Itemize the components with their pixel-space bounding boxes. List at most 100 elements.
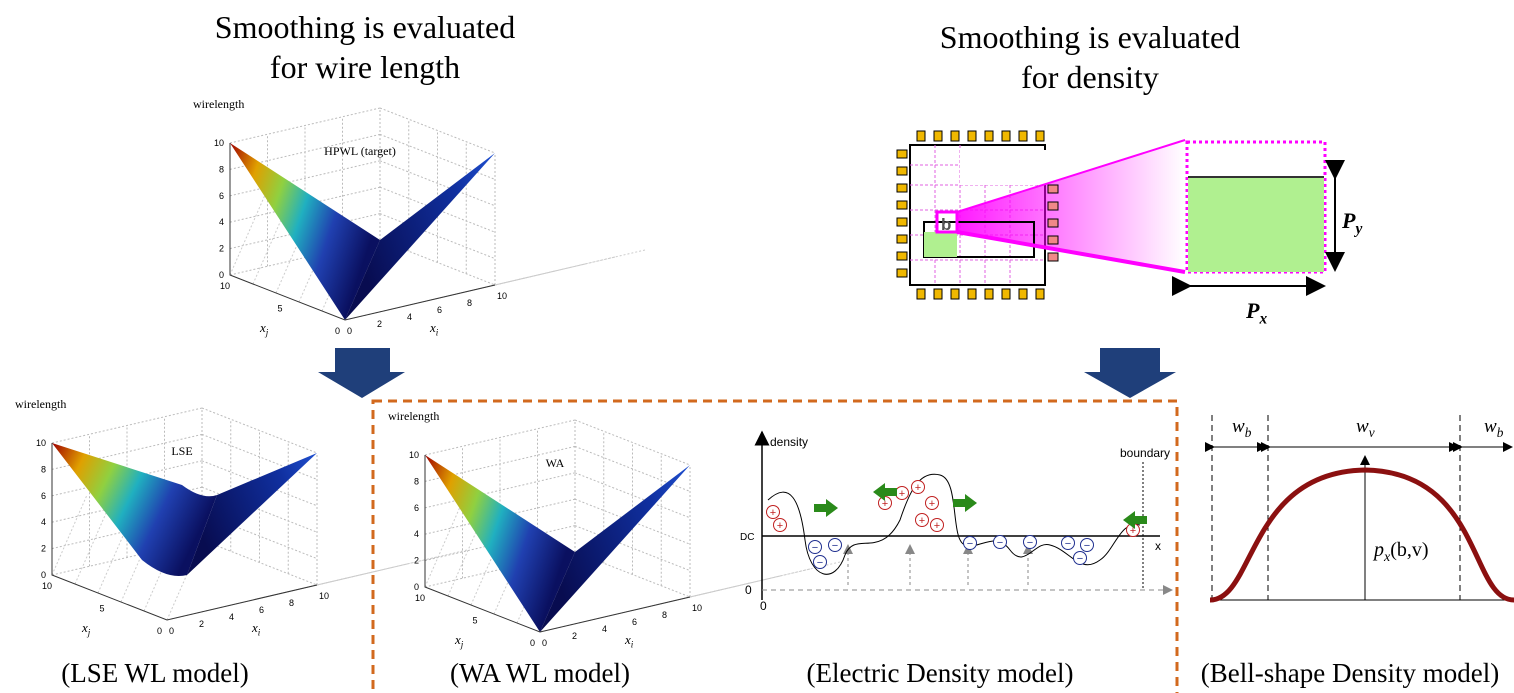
pad (1018, 130, 1028, 142)
xj-label: xj (81, 620, 91, 637)
xi-tick-label: 10 (692, 603, 702, 613)
xj-tick-label: 0 (530, 638, 535, 648)
px-label-base: P (1245, 298, 1260, 323)
z-axis-label: wirelength (388, 409, 439, 423)
xi-tick-label: 8 (289, 598, 294, 608)
potential-label-args: (b,v) (1390, 539, 1428, 561)
wall-grid (379, 213, 496, 260)
wall-grid (379, 133, 496, 180)
pad (1047, 235, 1059, 245)
wall-grid (229, 160, 381, 197)
floor-grid (51, 494, 88, 576)
xj-label: xj (259, 320, 269, 337)
positive-charge (925, 496, 939, 510)
xi-label-base: x (624, 632, 631, 647)
surface-left (52, 443, 217, 576)
pad (967, 288, 977, 300)
wall-grid (201, 407, 318, 454)
charge-sign: − (812, 542, 818, 554)
wv-label-sub: v (1369, 425, 1375, 440)
wall-grid (51, 407, 203, 444)
origin-label: 0 (745, 583, 752, 597)
wall-grid (201, 539, 318, 586)
z-tick-label: 4 (219, 217, 224, 227)
density-curve (767, 473, 1141, 575)
floor-grid (494, 249, 646, 286)
pad (896, 217, 908, 227)
origin-label: 0 (760, 599, 767, 613)
px-label-sub: x (1258, 311, 1267, 328)
charge-sign: + (919, 515, 925, 527)
bell-curve (1209, 467, 1514, 603)
xj-tick-label: 10 (220, 281, 230, 291)
y-label: density (770, 435, 808, 449)
pad (1035, 130, 1045, 142)
floor-grid (344, 239, 381, 321)
wall-grid (424, 419, 576, 456)
negative-charge (1023, 535, 1037, 549)
xi-tick-label: 0 (542, 638, 547, 648)
negative-charge (1061, 536, 1075, 550)
floor-grid (229, 194, 266, 276)
highlight-box (371, 399, 1179, 693)
negative-charge (1080, 538, 1094, 552)
xi-label-sub: i (436, 327, 439, 337)
pad (916, 288, 926, 300)
xi-tick-label: 2 (377, 319, 382, 329)
move-arrow (953, 494, 977, 512)
surface-right (187, 453, 317, 575)
surface-label: HPWL (target) (324, 144, 396, 158)
pad (896, 183, 908, 193)
xi-tick-label: 6 (259, 605, 264, 615)
charge-sign: + (777, 520, 783, 532)
wall-grid (574, 419, 691, 466)
x-label: x (1155, 539, 1161, 553)
z-axis-label: wirelength (15, 397, 66, 411)
z-tick-label: 4 (41, 517, 46, 527)
negative-charge (993, 535, 1007, 549)
charge-sign: + (1130, 525, 1136, 537)
pad (1035, 288, 1045, 300)
charge-sign: + (882, 498, 888, 510)
z-tick-label: 8 (414, 476, 419, 486)
positive-charge (930, 518, 944, 532)
wb-label-base: w (1484, 416, 1497, 437)
pad (984, 288, 994, 300)
pad (950, 130, 960, 142)
xi-label-base: x (251, 620, 258, 635)
wv-label: wv (1356, 416, 1375, 440)
z-tick-label: 10 (214, 138, 224, 148)
xj-tick-label: 5 (278, 304, 283, 314)
pad (1047, 252, 1059, 262)
caption: (Bell-shape Density model) (1201, 658, 1499, 688)
xi-tick-label: 4 (602, 624, 607, 634)
z-tick-label: 2 (41, 544, 46, 554)
positive-charge (766, 505, 780, 519)
dc-label: DC (740, 532, 754, 543)
wall-grid (229, 107, 381, 144)
caption: (LSE WL model) (61, 658, 248, 688)
z-axis-label: wirelength (193, 97, 244, 111)
wall-grid (424, 472, 576, 509)
xj-label-sub: j (460, 639, 464, 649)
surface-label: WA (546, 456, 565, 470)
axis (424, 455, 691, 633)
xi-label-sub: i (258, 627, 261, 637)
charge-sign: − (832, 540, 838, 552)
xj-tick-label: 10 (415, 593, 425, 603)
px-label: Px (1245, 298, 1267, 328)
xi-tick-label: 8 (467, 298, 472, 308)
axis (229, 143, 496, 321)
potential-label-base: p (1372, 539, 1384, 561)
xi-tick-label: 6 (437, 305, 442, 315)
wall-grid (201, 433, 318, 480)
z-tick-label: 6 (219, 191, 224, 201)
z-tick-label: 0 (219, 270, 224, 280)
xi-tick-label: 8 (662, 610, 667, 620)
xj-label-base: x (454, 632, 461, 647)
xj-label-sub: j (87, 627, 91, 637)
z-tick-label: 0 (41, 570, 46, 580)
pad (984, 130, 994, 142)
